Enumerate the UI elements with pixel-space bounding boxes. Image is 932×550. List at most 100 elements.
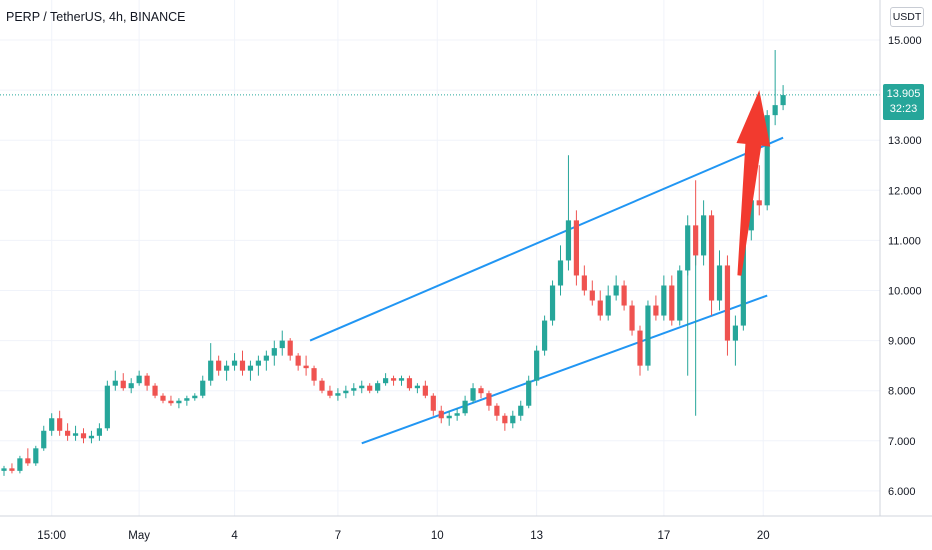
candle-body <box>414 385 420 389</box>
candle-body <box>573 220 579 276</box>
candle-body <box>748 200 754 231</box>
currency-selector[interactable]: USDT <box>890 7 924 27</box>
price-tick-label: 13.000 <box>888 135 922 147</box>
trend-arrow-shape <box>736 90 771 276</box>
candle-body <box>446 415 452 419</box>
price-tick-label: 15.000 <box>888 35 922 47</box>
candle-body <box>637 330 643 366</box>
last-price-badge: 13.905 32:23 <box>883 84 924 120</box>
candle-body <box>613 285 619 296</box>
candle-body <box>669 285 675 321</box>
time-axis[interactable]: 15:00 May 4 7 10 13 17 20 <box>37 530 769 542</box>
price-tick-label: 8.000 <box>888 386 916 398</box>
candle-body <box>542 320 548 351</box>
candle-body <box>1 468 7 471</box>
candle-body <box>33 448 39 464</box>
candle-body <box>716 265 723 301</box>
price-tick-label: 9.000 <box>888 336 916 348</box>
price-tick-label: 6.000 <box>888 486 916 498</box>
candle-body <box>732 325 738 341</box>
candle-body <box>398 378 405 381</box>
candle-body <box>486 393 492 406</box>
candle-body <box>693 225 699 256</box>
candle-body <box>510 415 516 424</box>
candle-body <box>740 230 746 326</box>
candle-body <box>192 395 198 399</box>
symbol-title: PERP / TetherUS, 4h, BINANCE <box>6 10 186 24</box>
candle-body <box>41 430 47 449</box>
candle-body <box>557 260 564 286</box>
candle-body <box>57 418 63 431</box>
candle-body <box>518 405 524 416</box>
time-tick-label: 7 <box>335 530 341 542</box>
candle-body <box>478 388 484 394</box>
candle-body <box>470 388 476 401</box>
candle-body <box>136 375 142 384</box>
channel-upper-line <box>309 136 784 342</box>
candle-body <box>581 275 587 291</box>
trend-arrow[interactable] <box>736 90 771 276</box>
candle-body <box>406 378 413 389</box>
candle-body <box>247 365 254 371</box>
candle-body <box>231 360 238 366</box>
candle-body <box>454 413 460 416</box>
candle-body <box>80 433 87 439</box>
candle-body <box>239 360 246 371</box>
candle-body <box>724 265 731 341</box>
candle-body <box>653 305 659 316</box>
candle-body <box>96 428 102 436</box>
candle-body <box>375 383 381 391</box>
candle-body <box>621 285 627 306</box>
channel-lines[interactable] <box>309 136 784 445</box>
time-tick-label: 20 <box>757 530 770 542</box>
candle-body <box>17 458 23 471</box>
time-tick-label: 10 <box>431 530 444 542</box>
candle-body <box>128 383 134 389</box>
candle-body <box>49 418 55 431</box>
candle-body <box>756 200 762 206</box>
candle-body <box>383 378 389 384</box>
candle-body <box>88 435 95 439</box>
time-tick-label: 13 <box>530 530 543 542</box>
candle-body <box>120 380 126 389</box>
candle-body <box>160 395 166 401</box>
candle-body <box>351 388 357 391</box>
candle-body <box>255 360 261 366</box>
candle-body <box>112 380 118 386</box>
candle-body <box>279 340 285 349</box>
price-axis[interactable]: 6.000 7.000 8.000 9.000 10.000 11.000 12.000 13… <box>888 35 922 498</box>
candle-body <box>367 385 373 391</box>
candle-body <box>494 405 500 416</box>
candle-body <box>216 360 222 371</box>
candle-body <box>502 415 508 424</box>
candle-body <box>176 400 182 404</box>
candle-body <box>645 305 651 366</box>
candle-body <box>200 380 206 396</box>
candle-body <box>311 368 317 381</box>
candle-body <box>168 400 174 404</box>
candle-body <box>685 225 691 271</box>
candle-body <box>708 215 715 301</box>
candle-body <box>295 355 301 366</box>
candle-body <box>661 285 667 316</box>
last-price-value: 13.905 <box>886 88 921 100</box>
candle-body <box>565 220 572 261</box>
time-tick-label: May <box>128 530 150 542</box>
candle-countdown: 32:23 <box>889 103 918 115</box>
price-tick-label: 12.000 <box>888 185 922 197</box>
candle-body <box>462 400 468 414</box>
time-tick-label: 17 <box>657 530 670 542</box>
candle-body <box>430 395 436 411</box>
time-tick-label: 4 <box>231 530 238 542</box>
candle-body <box>390 378 397 381</box>
candle-body <box>605 295 611 316</box>
candle-body <box>208 360 214 381</box>
candle-body <box>25 458 31 464</box>
candle-body <box>438 410 444 419</box>
candle-body <box>549 285 556 321</box>
channel-lower-line <box>361 294 768 445</box>
grid-lines <box>0 0 880 516</box>
price-tick-label: 11.000 <box>888 235 921 247</box>
candle-body <box>597 300 603 316</box>
